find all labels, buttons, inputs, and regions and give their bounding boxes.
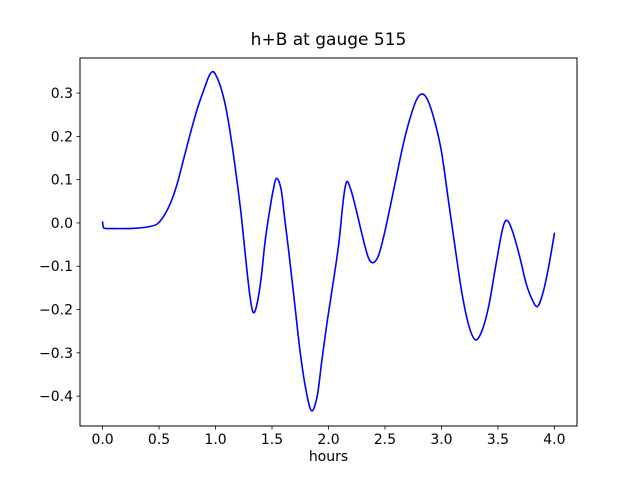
x-tick-label: 2.0 <box>317 432 339 448</box>
x-tick-label: 0.5 <box>148 432 170 448</box>
x-tick-label: 2.5 <box>374 432 396 448</box>
y-tick-label: 0.3 <box>51 86 73 102</box>
y-tick-label: 0.2 <box>51 129 73 145</box>
x-tick-label: 1.0 <box>204 432 226 448</box>
chart-title: h+B at gauge 515 <box>250 30 407 50</box>
y-tick-label: −0.2 <box>39 303 73 319</box>
y-tick-label: 0.0 <box>51 216 73 232</box>
x-tick-label: 1.5 <box>261 432 283 448</box>
y-tick-label: −0.3 <box>39 346 73 362</box>
x-axis-label: hours <box>308 449 349 465</box>
y-tick-label: −0.4 <box>39 389 73 405</box>
y-tick-label: −0.1 <box>39 259 73 275</box>
y-tick-label: 0.1 <box>51 173 73 189</box>
data-line <box>101 70 556 412</box>
axes-frame <box>79 57 578 427</box>
x-tick-label: 0.0 <box>91 432 113 448</box>
x-tick-label: 3.0 <box>430 432 452 448</box>
x-tick-label: 4.0 <box>543 432 565 448</box>
x-tick-label: 3.5 <box>487 432 509 448</box>
